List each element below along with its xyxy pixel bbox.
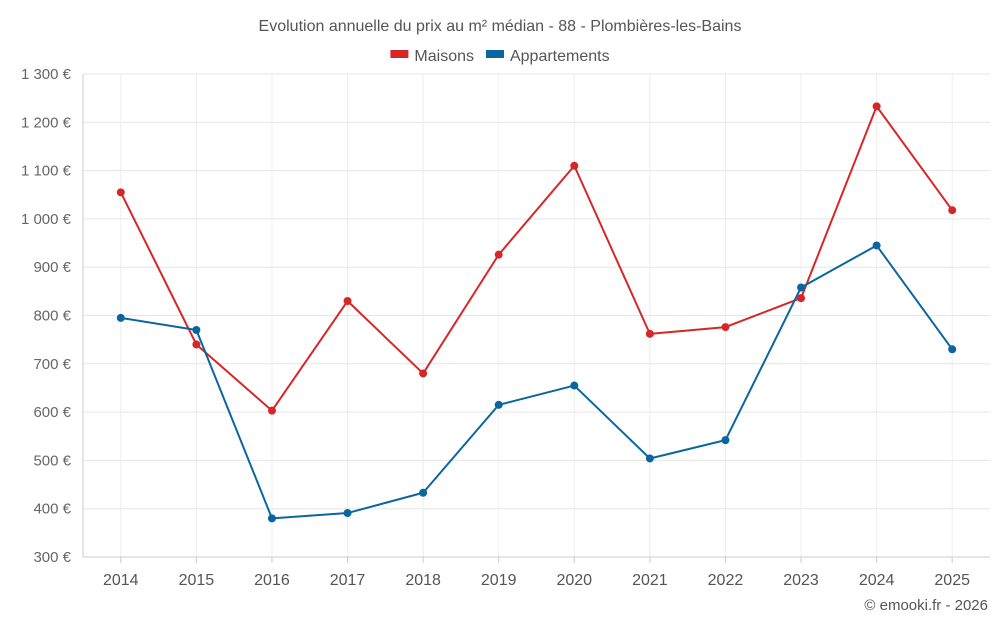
y-axis: 300 € 400 € 500 € 600 € 700 € 800 € 900 € 1 000…: [21, 66, 84, 566]
y-tick-label: 900 €: [33, 259, 71, 276]
series-line-maisons: [119, 105, 954, 412]
data-point-maisons: [494, 250, 503, 259]
series-layer: [116, 102, 957, 523]
data-point-maisons: [267, 406, 276, 415]
data-point-maisons: [645, 329, 654, 338]
x-tick-label: 2022: [708, 572, 744, 589]
data-point-appartements: [267, 514, 276, 523]
x-tick-label: 2018: [405, 572, 441, 589]
y-tick-label: 400 €: [33, 501, 71, 518]
x-tick-label: 2025: [934, 572, 970, 589]
data-point-appartements: [570, 381, 579, 390]
chart-title: Evolution annuelle du prix au m² médian …: [259, 18, 742, 35]
data-point-maisons: [948, 206, 957, 215]
data-point-maisons: [192, 340, 201, 349]
x-tick-label: 2023: [783, 572, 819, 589]
data-point-appartements: [192, 325, 201, 334]
data-point-maisons: [116, 188, 125, 197]
legend-swatch-appartements: [485, 50, 504, 58]
y-tick-label: 600 €: [33, 404, 71, 421]
legend-label-maisons: Maisons: [414, 48, 474, 65]
x-tick-label: 2015: [179, 572, 215, 589]
legend: Maisons Appartements: [390, 48, 610, 65]
data-point-appartements: [419, 488, 428, 497]
y-tick-label: 500 €: [33, 452, 71, 469]
data-point-appartements: [721, 436, 730, 445]
x-tick-label: 2014: [103, 572, 139, 589]
y-tick-label: 1 000 €: [21, 211, 72, 228]
y-tick-label: 1 300 €: [21, 66, 72, 83]
data-point-maisons: [343, 297, 352, 306]
data-point-appartements: [797, 283, 806, 292]
legend-swatch-maisons: [390, 50, 409, 58]
x-tick-label: 2019: [481, 572, 517, 589]
data-point-maisons: [872, 102, 881, 111]
y-tick-label: 700 €: [33, 356, 71, 373]
x-tick-label: 2024: [859, 572, 895, 589]
x-tick-label: 2020: [556, 572, 592, 589]
x-tick-label: 2017: [330, 572, 366, 589]
y-tick-label: 300 €: [33, 549, 71, 566]
data-point-maisons: [797, 294, 806, 303]
data-point-maisons: [419, 369, 428, 378]
credit-text: © emooki.fr - 2026: [864, 597, 988, 614]
legend-label-appartements: Appartements: [510, 48, 610, 65]
y-tick-label: 800 €: [33, 308, 71, 325]
data-point-appartements: [948, 345, 957, 354]
x-tick-label: 2016: [254, 572, 290, 589]
data-point-appartements: [343, 509, 352, 518]
x-tick-label: 2021: [632, 572, 668, 589]
grid: [83, 73, 990, 558]
data-point-maisons: [721, 323, 730, 332]
data-point-appartements: [645, 454, 654, 463]
data-point-appartements: [872, 241, 881, 250]
y-tick-label: 1 100 €: [21, 163, 72, 180]
data-point-appartements: [116, 313, 125, 322]
y-tick-label: 1 200 €: [21, 114, 72, 131]
data-point-appartements: [494, 400, 503, 409]
series-line-appartements: [120, 244, 954, 520]
data-point-maisons: [570, 161, 579, 170]
x-axis: 2014 2015 2016 2017 2018 2019 2020 2021 2022 2023…: [83, 556, 990, 589]
